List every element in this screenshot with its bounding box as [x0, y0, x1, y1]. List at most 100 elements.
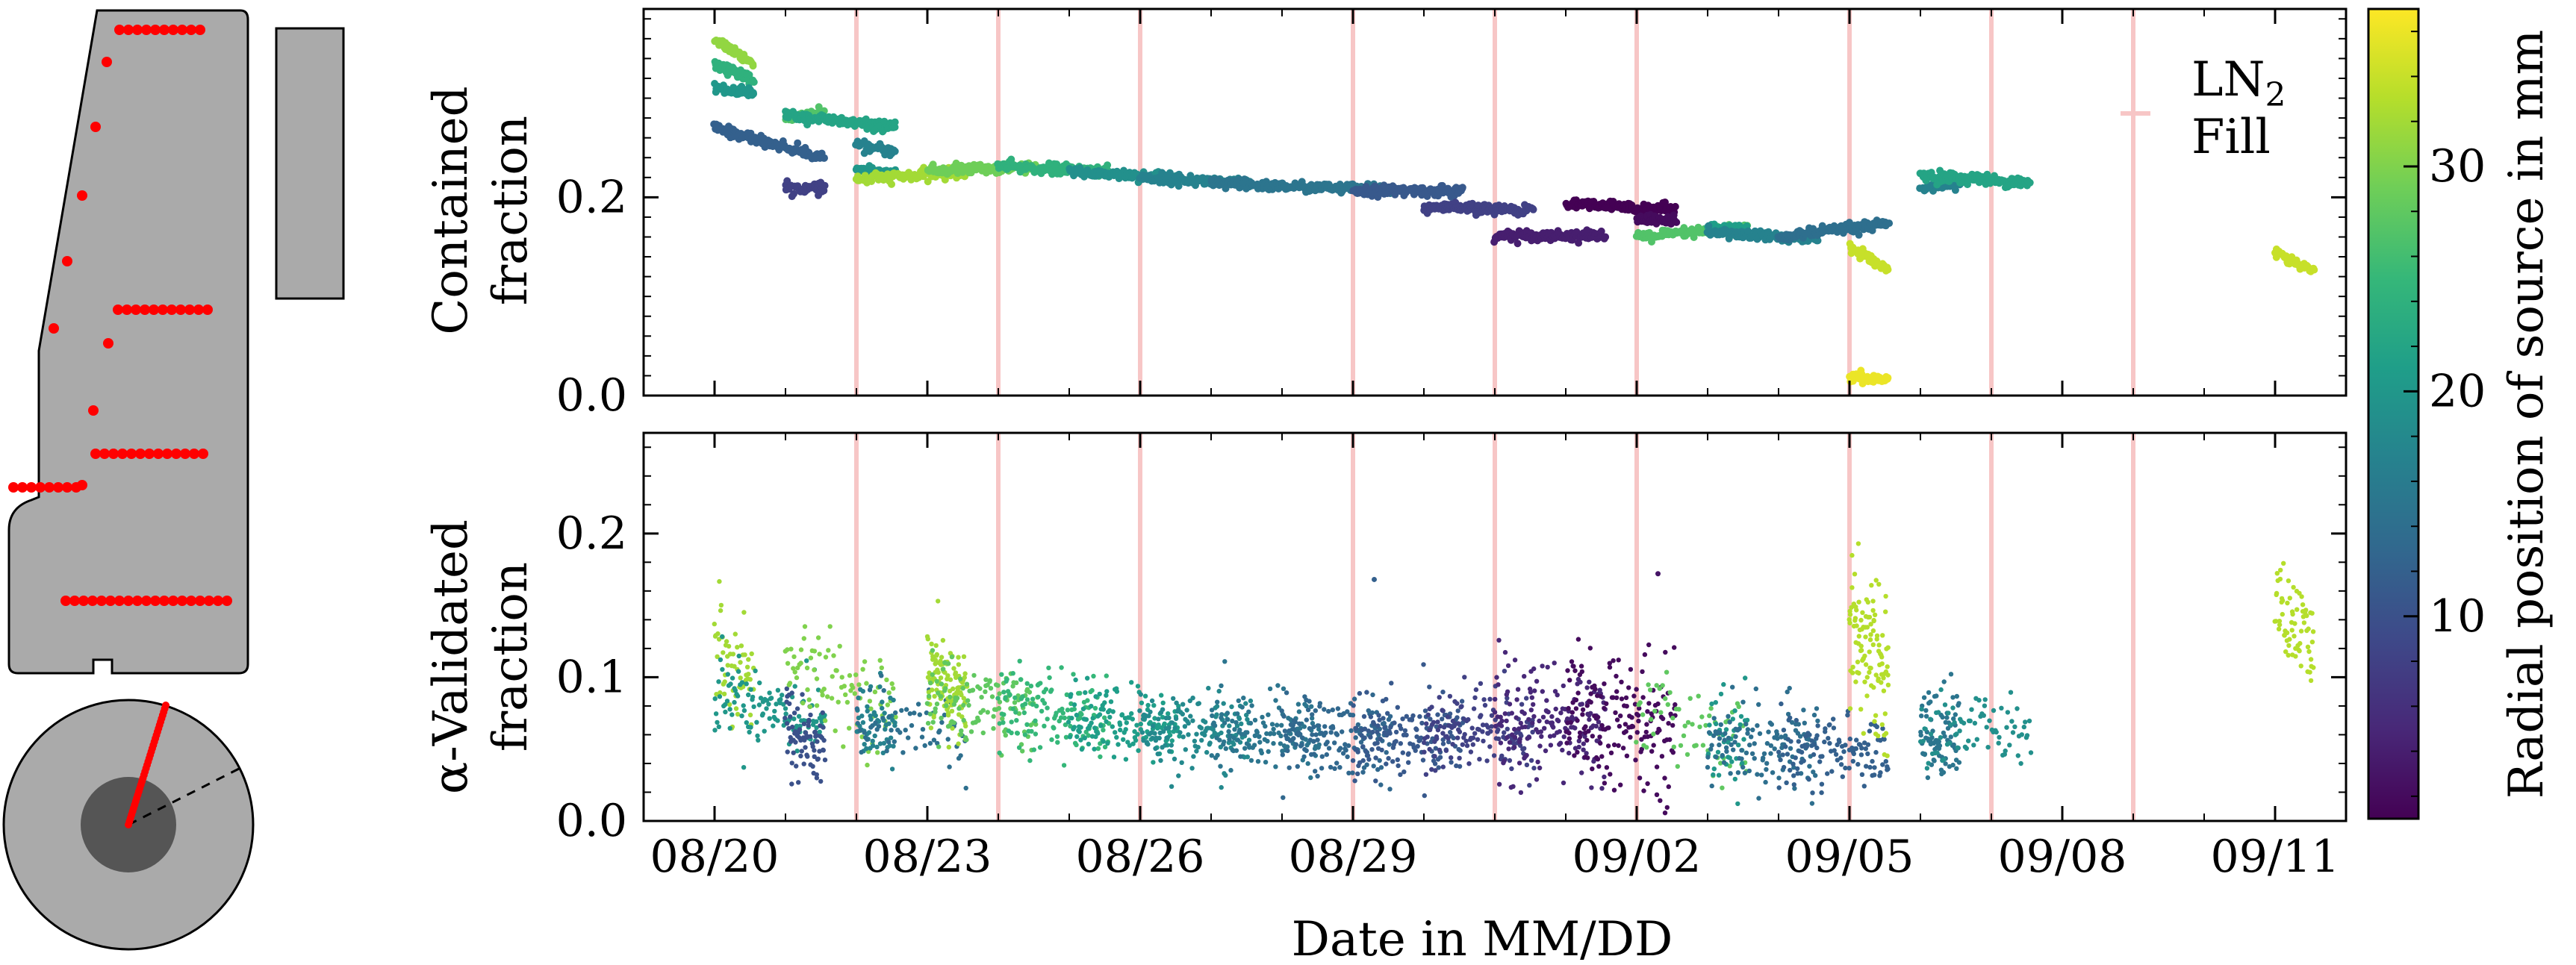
bottom-data-point — [1446, 736, 1451, 741]
top-data-point — [888, 180, 895, 188]
bottom-data-point — [1482, 702, 1488, 708]
bottom-data-point — [1567, 731, 1572, 736]
bottom-data-point — [729, 675, 735, 681]
bottom-data-point — [1858, 752, 1864, 758]
bottom-data-point — [1043, 687, 1049, 692]
bottom-data-point — [949, 708, 955, 713]
bottom-data-point — [738, 643, 744, 649]
bottom-data-point — [1229, 704, 1234, 710]
bottom-data-point — [1039, 708, 1045, 714]
bottom-data-point — [1793, 755, 1798, 761]
bottom-data-point — [1437, 747, 1443, 753]
bottom-data-point — [1273, 698, 1278, 703]
bottom-data-point — [806, 722, 811, 728]
bottom-data-point — [893, 710, 898, 716]
bottom-data-point — [1455, 701, 1460, 706]
bottom-data-point — [1209, 708, 1215, 713]
bottom-data-point — [1317, 701, 1323, 706]
bottom-data-point — [1369, 710, 1375, 716]
bottom-data-point — [1466, 716, 1471, 722]
bottom-data-point — [1700, 743, 1706, 748]
source-point — [87, 596, 98, 606]
bottom-data-point — [1437, 695, 1442, 700]
bottom-data-point — [997, 691, 1002, 696]
bottom-data-point — [1233, 748, 1239, 753]
bottom-data-point — [1098, 723, 1104, 728]
bottom-data-point — [873, 713, 878, 718]
bottom-data-point — [1696, 693, 1701, 699]
bottom-data-point — [1670, 715, 1676, 721]
detector-top-view — [2, 699, 255, 951]
bottom-data-point — [1649, 749, 1655, 754]
bottom-data-point — [1660, 716, 1666, 722]
bottom-data-point — [1102, 700, 1107, 705]
bottom-data-point — [1343, 748, 1348, 753]
bottom-data-point — [1743, 750, 1749, 755]
bottom-data-point — [1811, 752, 1817, 758]
source-point — [26, 482, 37, 493]
bottom-data-point — [1393, 729, 1399, 735]
bottom-data-point — [1034, 703, 1039, 709]
bottom-data-point — [1227, 723, 1232, 728]
bottom-data-point — [1368, 714, 1374, 719]
bottom-data-point — [1540, 689, 1545, 694]
bottom-data-point — [1660, 683, 1665, 688]
bottom-data-point — [756, 702, 762, 708]
bottom-data-point — [798, 647, 804, 652]
bottom-data-point — [891, 697, 896, 703]
bottom-data-point — [1404, 732, 1409, 738]
bottom-data-point — [1024, 722, 1030, 727]
bottom-data-point — [1422, 708, 1428, 713]
bottom-data-point — [852, 691, 858, 696]
bottom-data-point — [712, 621, 717, 627]
bottom-data-point — [1524, 762, 1530, 768]
bottom-data-point — [1757, 731, 1763, 737]
bottom-data-point — [1723, 745, 1729, 750]
bottom-data-point — [798, 753, 803, 759]
bottom-data-point — [927, 711, 933, 716]
bottom-data-point — [1194, 731, 1199, 737]
top-data-point — [815, 103, 823, 111]
top-data-point — [2026, 178, 2034, 187]
detector-diagram — [2, 9, 345, 951]
bottom-data-point — [1165, 734, 1171, 740]
bottom-data-point — [1328, 730, 1334, 735]
bottom-data-point — [713, 711, 719, 716]
bottom-data-point — [1305, 761, 1310, 766]
bottom-data-point — [948, 677, 953, 682]
bottom-data-point — [1334, 761, 1340, 766]
bottom-data-point — [1820, 754, 1825, 759]
bottom-data-point — [1577, 730, 1583, 735]
bottom-data-point — [812, 748, 817, 753]
bottom-data-point — [1042, 701, 1048, 706]
bottom-data-point — [1735, 770, 1741, 775]
bottom-data-point — [1355, 749, 1360, 755]
source-point — [159, 25, 169, 35]
bottom-data-point — [1865, 751, 1870, 757]
bottom-data-point — [1572, 668, 1578, 673]
bottom-data-point — [1378, 765, 1384, 770]
bottom-data-point — [796, 780, 801, 785]
bottom-data-point — [926, 693, 932, 699]
bottom-data-point — [741, 703, 746, 708]
bottom-data-point — [1401, 769, 1407, 775]
bottom-data-point — [1496, 637, 1502, 643]
bottom-data-point — [836, 699, 841, 705]
bottom-data-point — [1162, 721, 1167, 726]
bottom-data-point — [1166, 715, 1172, 721]
side-bar — [275, 27, 345, 300]
top-data-point — [1690, 234, 1698, 241]
bottom-data-point — [721, 691, 727, 696]
bottom-data-point — [1858, 617, 1864, 623]
source-point — [90, 449, 101, 459]
bottom-data-point — [1567, 750, 1572, 756]
bottom-data-point — [1017, 658, 1022, 663]
bottom-data-point — [791, 711, 797, 716]
bottom-data-point — [725, 663, 730, 668]
bottom-data-point — [1406, 760, 1411, 765]
bottom-data-point — [1449, 760, 1454, 765]
bottom-data-point — [960, 686, 965, 691]
bottom-data-point — [1387, 787, 1393, 792]
bottom-data-point — [1499, 718, 1505, 724]
bottom-data-point — [789, 690, 794, 696]
